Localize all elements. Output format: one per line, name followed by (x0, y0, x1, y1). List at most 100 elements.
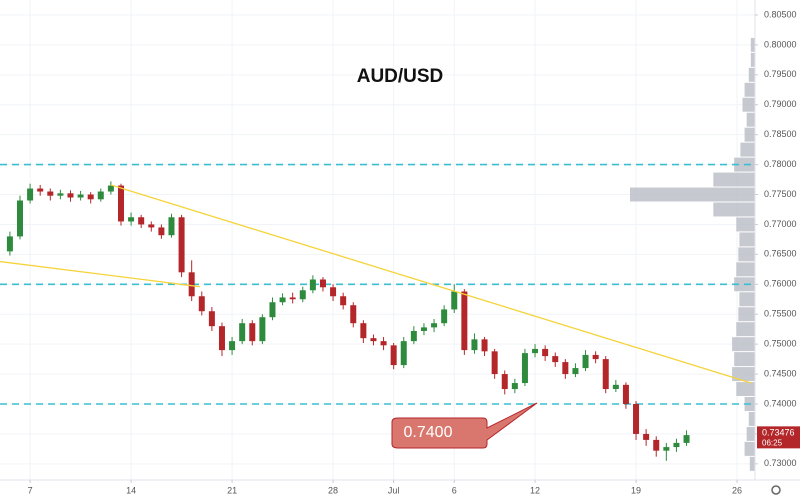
annotation: 0.7400 (391, 402, 538, 449)
y-tick-label: 0.80500 (764, 9, 797, 19)
candle-body (431, 323, 438, 328)
y-tick-label: 0.78500 (764, 129, 797, 139)
candle-body (37, 188, 44, 192)
candle-body (259, 317, 266, 342)
candle-body (420, 327, 427, 331)
candle-body (77, 194, 84, 198)
y-tick-label: 0.79500 (764, 69, 797, 79)
profile-bar (750, 37, 755, 52)
candle-body (279, 297, 286, 303)
candle-body (511, 383, 518, 390)
candle-body (622, 384, 629, 404)
x-tick-label: 12 (530, 485, 540, 495)
profile-bar (736, 382, 755, 397)
profile-bar (734, 352, 755, 367)
profile-bar (749, 456, 755, 471)
profile-bar (742, 97, 755, 112)
profile-bar (736, 322, 755, 337)
x-tick-label: 14 (126, 485, 136, 495)
x-tick-label: 28 (328, 485, 338, 495)
candle-body (643, 433, 650, 440)
candle-body (653, 439, 660, 451)
candle-body (370, 338, 377, 342)
candle-body (471, 339, 478, 351)
volume-profile (630, 37, 755, 471)
candle-body (683, 435, 690, 443)
candle-body (269, 302, 276, 318)
y-tick-label: 0.75000 (764, 339, 797, 349)
candle-body (158, 227, 165, 236)
annotation-box (391, 402, 538, 449)
candle-body (360, 323, 367, 339)
profile-bar (750, 52, 755, 67)
candle-body (97, 191, 104, 200)
profile-bar (738, 307, 755, 322)
candle-body (400, 341, 407, 366)
candle-body (552, 356, 559, 363)
candle-body (390, 345, 397, 366)
candle-body (340, 296, 347, 306)
y-tick-label: 0.76500 (764, 249, 797, 259)
candle-body (319, 279, 326, 288)
profile-bar (744, 441, 755, 456)
candle-body (16, 200, 23, 237)
profile-bar (732, 337, 755, 352)
countdown: 06:25 (762, 438, 783, 447)
candle-body (612, 384, 619, 390)
x-tick-label: 7 (28, 485, 33, 495)
candle-body (491, 351, 498, 375)
candle-body (148, 224, 155, 228)
settings-icon[interactable] (771, 485, 781, 495)
y-tick-label: 0.77500 (764, 189, 797, 199)
y-tick-label: 0.80000 (764, 39, 797, 49)
profile-bar (739, 232, 755, 247)
candle-body (198, 296, 205, 312)
candle-body (107, 185, 114, 192)
y-tick-label: 0.77000 (764, 219, 797, 229)
candle-body (673, 442, 680, 448)
x-tick-label: 26 (732, 485, 742, 495)
candle-body (299, 290, 306, 300)
profile-bar (713, 172, 755, 187)
profile-bar (744, 127, 755, 142)
profile-bar (744, 82, 755, 97)
profile-bar (630, 187, 755, 202)
x-tick-label: Jul (388, 485, 400, 495)
candle-body (542, 348, 549, 357)
candle-body (168, 217, 175, 236)
candle-body (188, 272, 195, 297)
candle-body (521, 353, 528, 384)
candle-body (289, 297, 296, 300)
candle-body (249, 323, 256, 342)
candle-body (67, 193, 74, 198)
candle-body (501, 374, 508, 390)
candle-body (572, 368, 579, 375)
trendline (110, 184, 752, 384)
candle-body (461, 291, 468, 351)
candle-body (138, 217, 145, 225)
candle-body (582, 354, 589, 369)
candle-body (410, 330, 417, 342)
y-tick-label: 0.74000 (764, 398, 797, 408)
candles (6, 181, 690, 461)
trendlines (0, 184, 752, 384)
y-tick-label: 0.73000 (764, 458, 797, 468)
profile-bar (713, 202, 755, 217)
x-tick-label: 21 (227, 485, 237, 495)
settings-gear[interactable] (771, 485, 781, 495)
candle-body (380, 341, 387, 346)
candle-body (532, 348, 539, 354)
candle-body (481, 339, 488, 352)
candle-body (208, 311, 215, 327)
candle-body (229, 341, 236, 351)
profile-bar (739, 292, 755, 307)
trendline (0, 260, 200, 288)
candle-body (309, 279, 316, 291)
profile-bar (736, 262, 755, 277)
x-tick-label: 19 (631, 485, 641, 495)
candle-body (663, 447, 670, 451)
candle-body (128, 217, 135, 222)
candle-body (633, 403, 640, 434)
